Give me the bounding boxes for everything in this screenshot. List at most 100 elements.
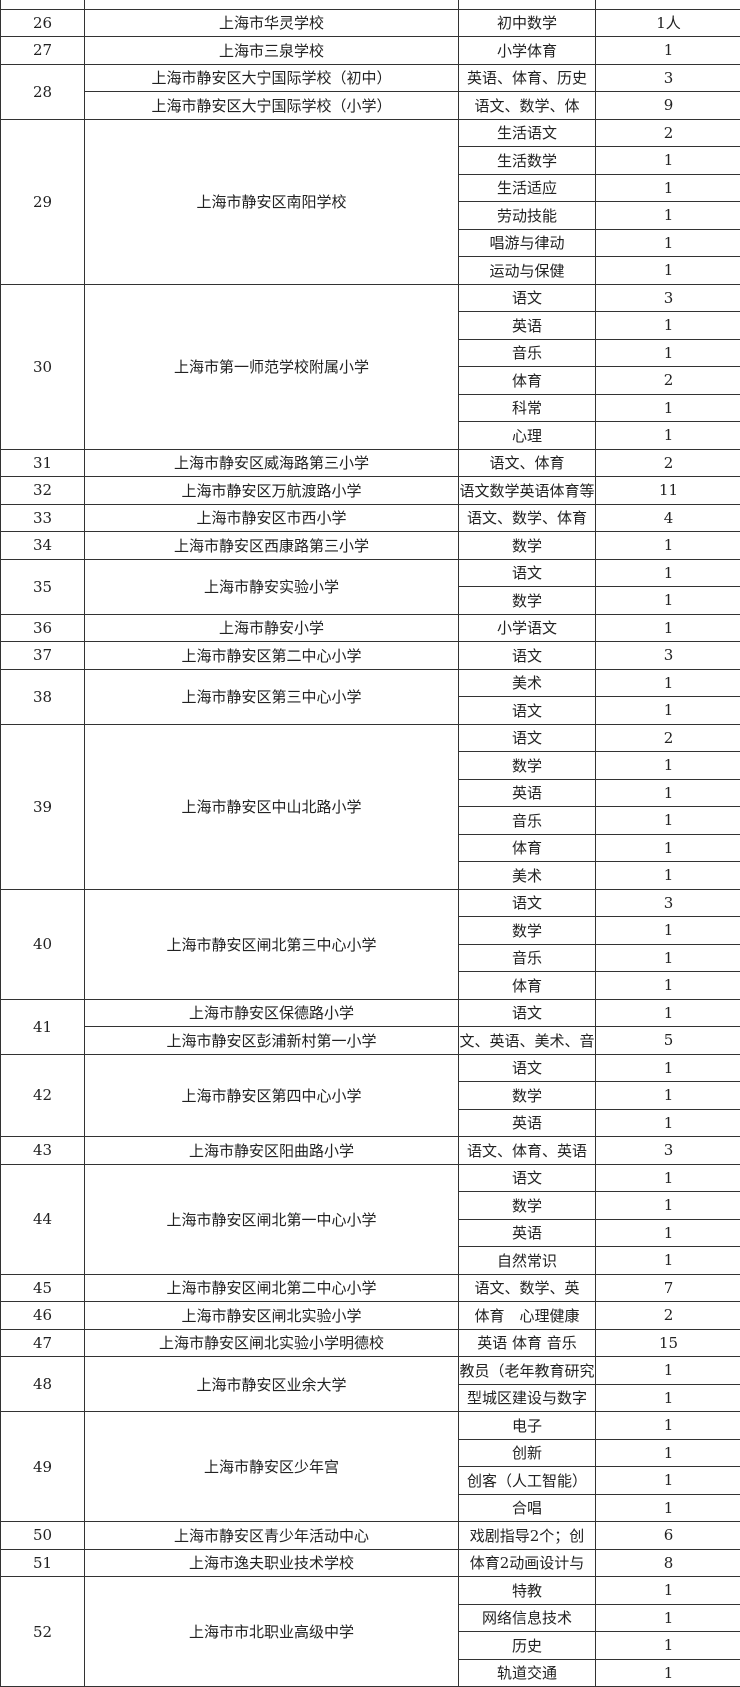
headcount: 1 — [595, 998, 740, 1027]
headcount: 8 — [595, 1548, 740, 1577]
headcount: 1人 — [595, 8, 740, 37]
row: 轨道交通 1 — [1, 1658, 740, 1687]
school-name: 上海市静安区市西小学 — [84, 503, 459, 532]
headcount: 15 — [595, 1328, 740, 1357]
subject: 生活语文 — [458, 118, 596, 147]
subject: 文、英语、美术、音 — [458, 1026, 596, 1055]
serial-number: 38 — [0, 668, 85, 725]
headcount: 1 — [595, 531, 740, 560]
headcount: 1 — [595, 1191, 740, 1220]
headcount: 1 — [595, 943, 740, 972]
headcount: 3 — [595, 641, 740, 670]
headcount: 1 — [595, 1493, 740, 1522]
serial-number: 41 — [0, 998, 85, 1055]
subject: 语文、体育 — [458, 448, 596, 477]
headcount: 1 — [595, 228, 740, 257]
headcount: 4 — [595, 503, 740, 532]
headcount: 1 — [595, 421, 740, 450]
headcount: 1 — [595, 1466, 740, 1495]
headcount: 1 — [595, 201, 740, 230]
row: 型城区建设与数字 1 — [1, 1383, 740, 1412]
serial-number: 51 — [0, 1548, 85, 1577]
row: 42 上海市静安区第四中心小学 语文 1 — [0, 1053, 740, 1137]
cell — [595, 0, 740, 10]
school-name: 上海市静安区彭浦新村第一小学 — [84, 1026, 459, 1055]
subject: 英语 — [458, 778, 596, 807]
subject: 教员（老年教育研究 — [458, 1356, 596, 1385]
subject: 体育 — [458, 833, 596, 862]
school-name: 上海市静安区威海路第三小学 — [84, 448, 459, 477]
subject: 创新 — [458, 1438, 596, 1467]
headcount: 3 — [595, 888, 740, 917]
school-name: 上海市静安区中山北路小学 — [84, 723, 459, 890]
subject: 数学 — [458, 586, 596, 615]
headcount: 1 — [595, 1163, 740, 1192]
school-name: 上海市静安区少年宫 — [84, 1411, 459, 1522]
row: 生活数学 1 — [1, 146, 740, 175]
subject: 数学 — [458, 531, 596, 560]
headcount: 1 — [595, 1658, 740, 1687]
row: 体育 1 — [1, 971, 740, 1000]
subject: 音乐 — [458, 943, 596, 972]
school-name: 上海市静安区大宁国际学校（初中） — [84, 63, 459, 92]
school-name: 上海市静安区业余大学 — [84, 1356, 459, 1412]
cell — [0, 0, 85, 10]
headcount: 1 — [595, 1383, 740, 1412]
row: 音乐 1 — [1, 806, 740, 835]
row: 英语 1 — [1, 1218, 740, 1247]
headcount: 1 — [595, 586, 740, 615]
subject: 语文 — [458, 641, 596, 670]
row: 46 上海市静安区闸北实验小学 体育 心理健康 2 — [0, 1301, 740, 1330]
school-name: 上海市市北职业高级中学 — [84, 1576, 459, 1687]
subject: 语文 — [458, 998, 596, 1027]
row — [0, 0, 740, 10]
subject: 劳动技能 — [458, 201, 596, 230]
row: 31 上海市静安区威海路第三小学 语文、体育 2 — [0, 448, 740, 477]
headcount: 1 — [595, 311, 740, 340]
subject: 语文、体育、英语 — [458, 1136, 596, 1165]
row: 30 上海市第一师范学校附属小学 语文 3 — [0, 283, 740, 450]
headcount: 1 — [595, 256, 740, 285]
subject: 英语、体育、历史 — [458, 63, 596, 92]
subject: 生活适应 — [458, 173, 596, 202]
headcount: 1 — [595, 971, 740, 1000]
row: 唱游与律动 1 — [1, 228, 740, 257]
subject: 语文 — [458, 558, 596, 587]
serial-number: 27 — [0, 36, 85, 65]
school-name: 上海市静安区万航渡路小学 — [84, 476, 459, 505]
row: 52 上海市市北职业高级中学 特教 1 — [0, 1576, 740, 1687]
school-name: 上海市静安区南阳学校 — [84, 118, 459, 285]
headcount: 1 — [595, 558, 740, 587]
school-name: 上海市第一师范学校附属小学 — [84, 283, 459, 450]
row: 49 上海市静安区少年宫 电子 1 — [0, 1411, 740, 1522]
row: 44 上海市静安区闸北第一中心小学 语文 1 — [0, 1163, 740, 1275]
serial-number: 49 — [0, 1411, 85, 1522]
school-name: 上海市静安小学 — [84, 613, 459, 642]
row: 心理 1 — [1, 421, 740, 450]
serial-number: 47 — [0, 1328, 85, 1357]
row: 体育 2 — [1, 366, 740, 395]
row: 35 上海市静安实验小学 语文 1 — [0, 558, 740, 615]
row: 36 上海市静安小学 小学语文 1 — [0, 613, 740, 642]
row: 英语 1 — [1, 311, 740, 340]
headcount: 6 — [595, 1521, 740, 1550]
subject: 语文数学英语体育等 — [458, 476, 596, 505]
headcount: 1 — [595, 393, 740, 422]
serial-number: 44 — [0, 1163, 85, 1275]
row: 37 上海市静安区第二中心小学 语文 3 — [0, 641, 740, 670]
row: 英语 1 — [1, 1108, 740, 1137]
row: 合唱 1 — [1, 1493, 740, 1522]
school-name: 上海市三泉学校 — [84, 36, 459, 65]
row: 29 上海市静安区南阳学校 生活语文 2 — [0, 118, 740, 285]
row: 上海市静安区大宁国际学校（小学） 语文、数学、体 9 — [1, 91, 740, 120]
subject: 英语 体育 音乐 — [458, 1328, 596, 1357]
subject: 音乐 — [458, 338, 596, 367]
headcount: 1 — [595, 1438, 740, 1467]
row: 数学 1 — [1, 586, 740, 615]
subject: 语文 — [458, 888, 596, 917]
school-name: 上海市静安区阳曲路小学 — [84, 1136, 459, 1165]
row: 上海市静安区彭浦新村第一小学 文、英语、美术、音 5 — [1, 1026, 740, 1055]
serial-number: 46 — [0, 1301, 85, 1330]
